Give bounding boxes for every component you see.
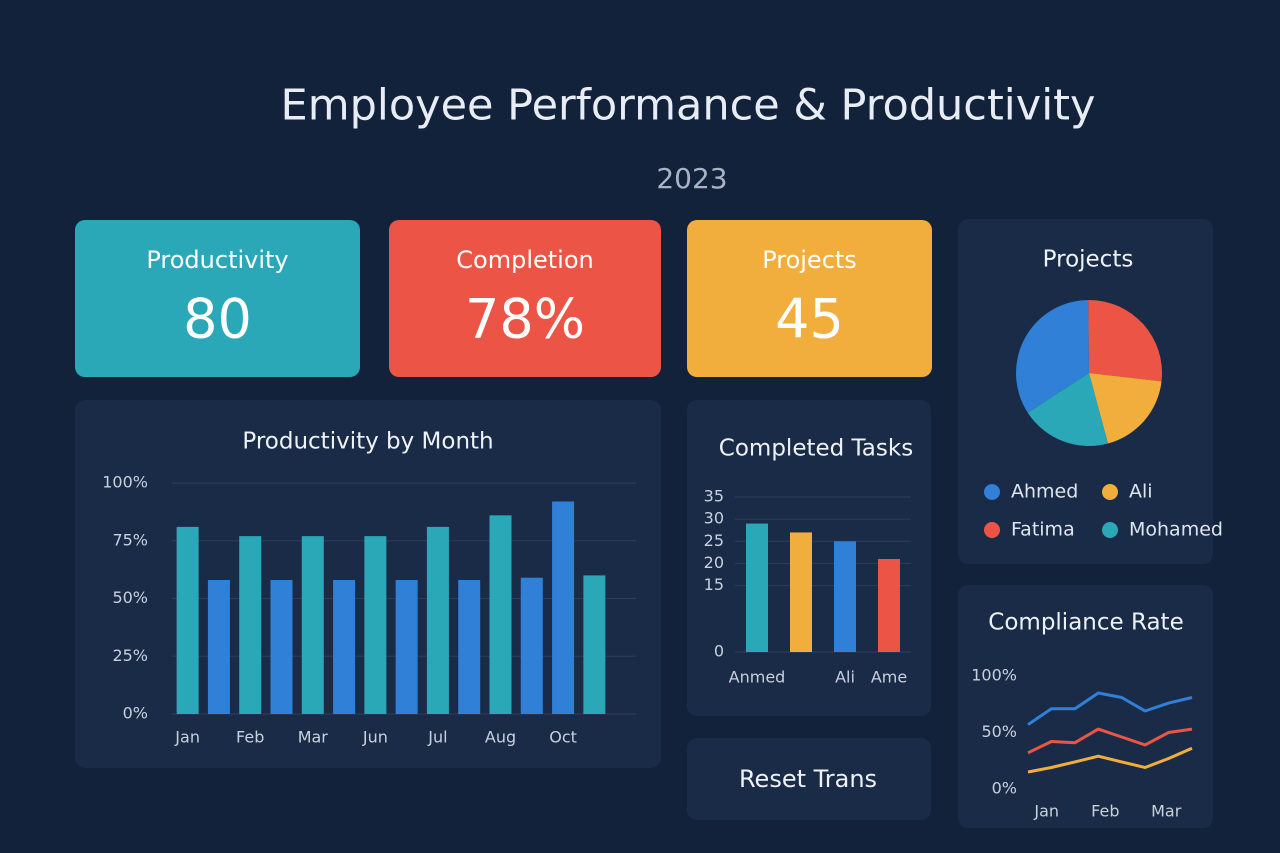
bar <box>333 580 356 714</box>
card[interactable] <box>687 738 931 820</box>
bar <box>520 577 543 714</box>
pie-slice <box>1088 299 1163 382</box>
legend-label: Mohamed <box>1129 519 1223 541</box>
x-tick-label: Anmed <box>729 668 786 687</box>
pie-slice <box>1089 373 1162 444</box>
x-tick-label: Oct <box>549 728 577 747</box>
pie-slice <box>1027 373 1108 446</box>
y-tick-label: 25% <box>112 646 148 665</box>
y-tick-label: 30 <box>704 509 724 528</box>
x-tick-label: Jan <box>1033 802 1059 821</box>
y-tick-label: 0 <box>714 642 724 661</box>
kpi-label: Productivity <box>146 246 288 274</box>
x-tick-label: Ame <box>871 668 907 687</box>
x-tick-label: Ali <box>835 668 855 687</box>
y-tick-label: 50% <box>112 588 148 607</box>
button-label[interactable]: Reset Trans <box>739 765 877 793</box>
chart-title: Projects <box>1043 247 1134 273</box>
kpi-card <box>687 220 932 377</box>
x-tick-label: Feb <box>236 728 264 747</box>
kpi-card <box>389 220 661 377</box>
x-tick-label: Jul <box>427 728 447 747</box>
bar <box>458 580 481 714</box>
bar <box>746 523 768 652</box>
legend-label: Ali <box>1129 481 1153 503</box>
y-tick-label: 35 <box>704 487 724 506</box>
chart-title: Completed Tasks <box>719 436 913 462</box>
chart-title: Productivity by Month <box>242 429 493 455</box>
kpi-value: 80 <box>183 288 252 351</box>
y-tick-label: 100% <box>102 473 148 492</box>
line-series <box>1027 746 1193 774</box>
y-tick-label: 50% <box>981 722 1017 741</box>
y-tick-label: 15 <box>704 575 724 594</box>
chart-title: Compliance Rate <box>988 610 1183 636</box>
line-series <box>1027 727 1193 755</box>
bar <box>878 559 900 652</box>
bar <box>790 532 812 652</box>
x-tick-label: Aug <box>485 728 516 747</box>
x-tick-label: Mar <box>1151 802 1182 821</box>
bar <box>834 541 856 652</box>
kpi-value: 78% <box>465 288 585 351</box>
bar <box>364 536 387 714</box>
x-tick-label: Feb <box>1091 802 1119 821</box>
bar <box>176 526 199 714</box>
page-title: Employee Performance & Productivity <box>281 81 1096 131</box>
bar <box>583 575 606 714</box>
legend-swatch <box>1102 484 1118 500</box>
bar <box>239 536 262 714</box>
line-series <box>1027 691 1193 726</box>
y-tick-label: 75% <box>112 530 148 549</box>
y-tick-label: 100% <box>971 666 1017 685</box>
legend-label: Ahmed <box>1011 481 1078 503</box>
kpi-label: Completion <box>456 246 593 274</box>
y-tick-label: 20 <box>704 553 724 572</box>
bar <box>301 536 324 714</box>
bar <box>207 580 230 714</box>
bar <box>426 526 449 714</box>
x-tick-label: Jan <box>174 728 200 747</box>
legend-swatch <box>984 484 1000 500</box>
kpi-label: Projects <box>762 246 857 274</box>
bar <box>552 501 575 714</box>
legend-swatch <box>1102 522 1118 538</box>
y-tick-label: 0% <box>992 779 1017 798</box>
x-tick-label: Mar <box>298 728 329 747</box>
bar <box>270 580 293 714</box>
legend-label: Fatima <box>1011 519 1075 541</box>
kpi-value: 45 <box>775 288 844 351</box>
bar <box>395 580 418 714</box>
y-tick-label: 25 <box>704 531 724 550</box>
x-tick-label: Jun <box>362 728 388 747</box>
pie-slice <box>1015 300 1089 413</box>
bar <box>489 515 512 714</box>
legend-swatch <box>984 522 1000 538</box>
kpi-card <box>75 220 360 377</box>
y-tick-label: 0% <box>123 704 148 723</box>
page-subtitle: 2023 <box>656 162 727 195</box>
